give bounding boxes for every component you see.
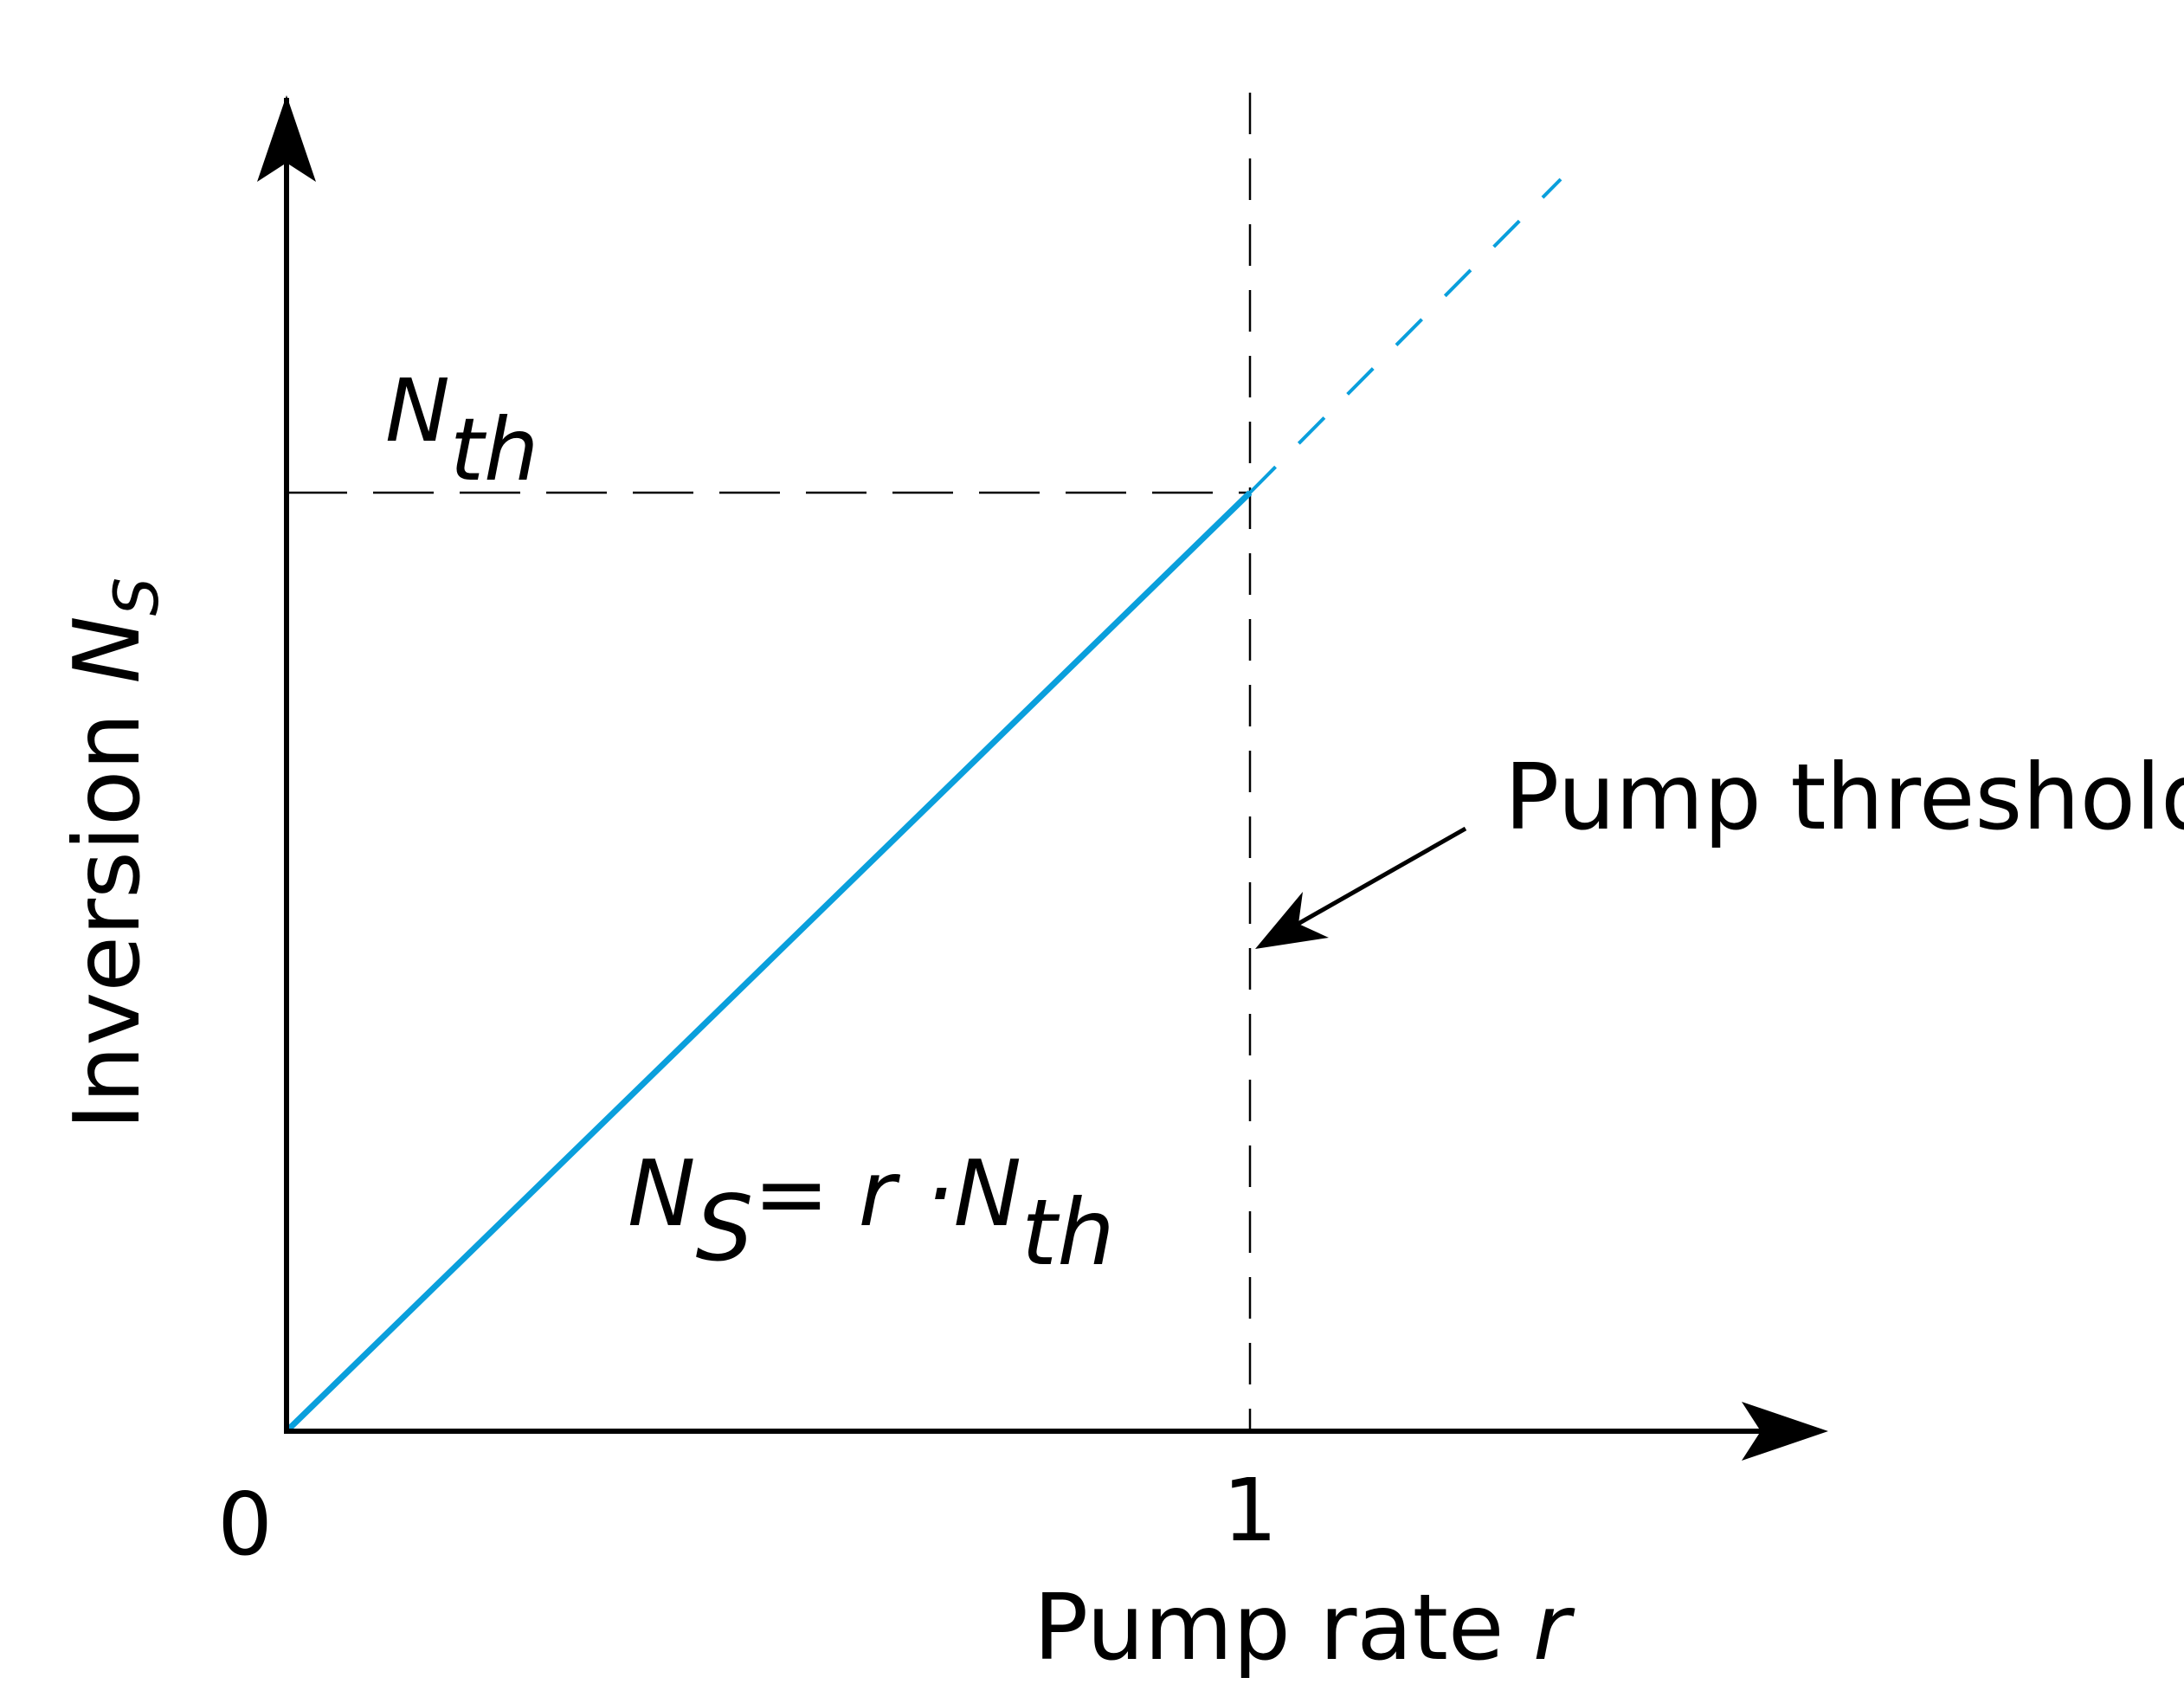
threshold-symbol: N: [385, 360, 450, 461]
threshold-label: Nth: [385, 360, 538, 500]
annotation-arrow-shaft: [1275, 826, 1467, 939]
equation-rhs-subscript: th: [1021, 1180, 1115, 1286]
inversion-line: [284, 490, 1253, 1434]
y-axis-arrow: [257, 95, 316, 182]
equation-operator: = r ·: [753, 1141, 953, 1247]
y-axis-symbol: N: [55, 616, 160, 684]
y-axis-subscript: S: [101, 577, 172, 616]
x-axis-arrow: [1742, 1402, 1828, 1461]
threshold-subscript: th: [450, 399, 539, 500]
x-tick-label: 1: [1222, 1460, 1278, 1561]
inversion-extension: [1248, 177, 1562, 494]
annotation-arrow-head: [1255, 892, 1329, 949]
equation-rhs: N: [953, 1141, 1021, 1247]
x-axis-label: Pump rate r: [1034, 1575, 1575, 1681]
equation: NS= r ·Nth: [628, 1141, 1115, 1286]
annotation: Pump threshold: [1504, 745, 2184, 850]
x-axis-symbol: r: [1533, 1575, 1575, 1681]
equation-lhs-subscript: S: [696, 1176, 754, 1281]
y-axis-label: Inversion NS: [55, 577, 172, 1130]
y-axis-text: Inversion: [55, 713, 160, 1130]
x-tick-label: 0: [217, 1474, 273, 1575]
equation-lhs: N: [628, 1141, 696, 1247]
x-axis-text: Pump rate: [1034, 1575, 1504, 1681]
